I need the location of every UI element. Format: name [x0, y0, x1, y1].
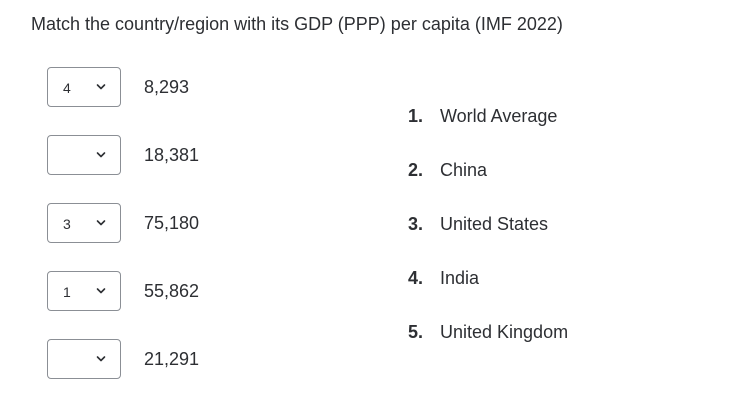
- option-item-2: 2. China: [408, 158, 487, 182]
- option-label: World Average: [440, 106, 558, 126]
- option-label: United Kingdom: [440, 322, 569, 342]
- chevron-down-icon: [96, 84, 106, 90]
- chevron-down-icon: [96, 152, 106, 158]
- gdp-value-1: 8,293: [144, 77, 190, 97]
- option-number: 2.: [408, 160, 424, 180]
- option-number: 3.: [408, 214, 424, 234]
- select-value-3: 3: [63, 216, 71, 232]
- match-row-2: 18,381: [47, 135, 199, 175]
- select-value-1: 4: [63, 80, 71, 96]
- option-label: China: [440, 160, 488, 180]
- option-number: 5.: [408, 322, 424, 342]
- option-label: United States: [440, 214, 549, 234]
- gdp-value-3: 75,180: [144, 213, 200, 233]
- select-value-4: 1: [63, 284, 71, 300]
- option-item-3: 3. United States: [408, 212, 548, 236]
- gdp-value-2: 18,381: [144, 145, 200, 165]
- answer-select-1[interactable]: 4: [47, 67, 121, 107]
- option-item-1: 1. World Average: [408, 104, 557, 128]
- answer-select-4[interactable]: 1: [47, 271, 121, 311]
- answer-select-2[interactable]: [47, 135, 121, 175]
- chevron-down-icon: [96, 356, 106, 362]
- match-row-5: 21,291: [47, 339, 199, 379]
- match-row-1: 4 8,293: [47, 67, 189, 107]
- match-row-4: 1 55,862: [47, 271, 199, 311]
- option-item-4: 4. India: [408, 266, 479, 290]
- answer-select-3[interactable]: 3: [47, 203, 121, 243]
- answer-select-5[interactable]: [47, 339, 121, 379]
- option-number: 4.: [408, 268, 424, 288]
- gdp-value-5: 21,291: [144, 349, 200, 369]
- match-row-3: 3 75,180: [47, 203, 199, 243]
- option-item-5: 5. United Kingdom: [408, 320, 568, 344]
- chevron-down-icon: [96, 288, 106, 294]
- chevron-down-icon: [96, 220, 106, 226]
- gdp-value-4: 55,862: [144, 281, 200, 301]
- option-number: 1.: [408, 106, 424, 126]
- question-prompt: Match the country/region with its GDP (P…: [31, 14, 563, 34]
- option-label: India: [440, 268, 480, 288]
